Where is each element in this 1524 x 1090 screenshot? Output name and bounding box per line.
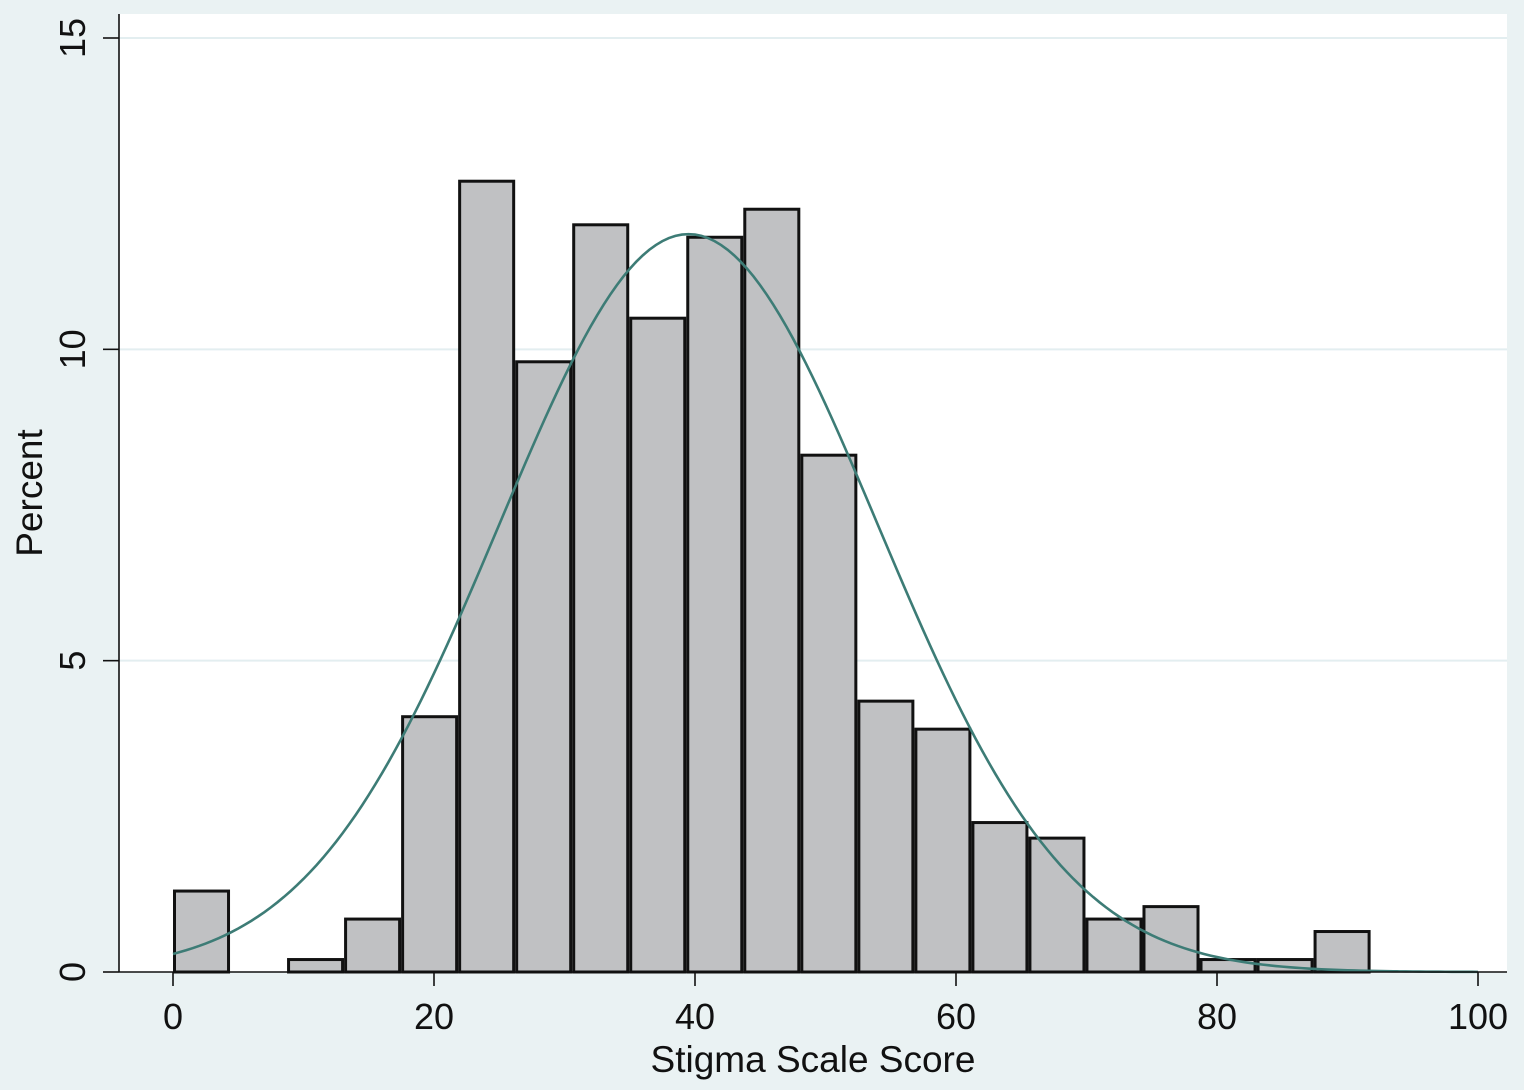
bar-16 xyxy=(1085,917,1143,974)
bar-3 xyxy=(344,917,402,974)
bar-9 xyxy=(686,235,744,974)
y-axis-label: Percent xyxy=(9,429,50,557)
x-axis-ticks: 0 20 40 60 80 100 xyxy=(163,972,1508,1037)
bar-20 xyxy=(1313,930,1371,974)
x-axis-label: Stigma Scale Score xyxy=(651,1039,976,1080)
bar-8 xyxy=(629,316,687,974)
x-tick-label-80: 80 xyxy=(1197,996,1237,1037)
y-tick-label-0: 0 xyxy=(52,962,93,982)
bar-4 xyxy=(401,715,459,974)
bar-2 xyxy=(287,958,345,974)
y-tick-label-5: 5 xyxy=(52,651,93,671)
y-tick-label-10: 10 xyxy=(52,329,93,369)
x-tick-label-0: 0 xyxy=(163,996,183,1037)
normal-density-curve xyxy=(172,232,1479,974)
bar-5 xyxy=(458,179,516,974)
bar-0 xyxy=(173,889,231,974)
bar-15 xyxy=(1028,836,1086,974)
y-tick-label-15: 15 xyxy=(52,18,93,58)
axes xyxy=(118,14,1507,973)
bar-17 xyxy=(1142,905,1200,974)
bar-10 xyxy=(743,207,801,974)
y-axis-ticks: 0 5 10 15 xyxy=(52,18,119,982)
x-tick-label-20: 20 xyxy=(414,996,454,1037)
bar-11 xyxy=(800,453,858,974)
x-tick-label-60: 60 xyxy=(936,996,976,1037)
x-tick-label-40: 40 xyxy=(675,996,715,1037)
bar-7 xyxy=(572,223,630,974)
histogram-bars xyxy=(173,179,1371,974)
x-tick-label-100: 100 xyxy=(1448,996,1508,1037)
bar-12 xyxy=(857,699,915,974)
bar-6 xyxy=(515,360,573,974)
bar-13 xyxy=(914,727,972,974)
bar-14 xyxy=(971,821,1029,974)
